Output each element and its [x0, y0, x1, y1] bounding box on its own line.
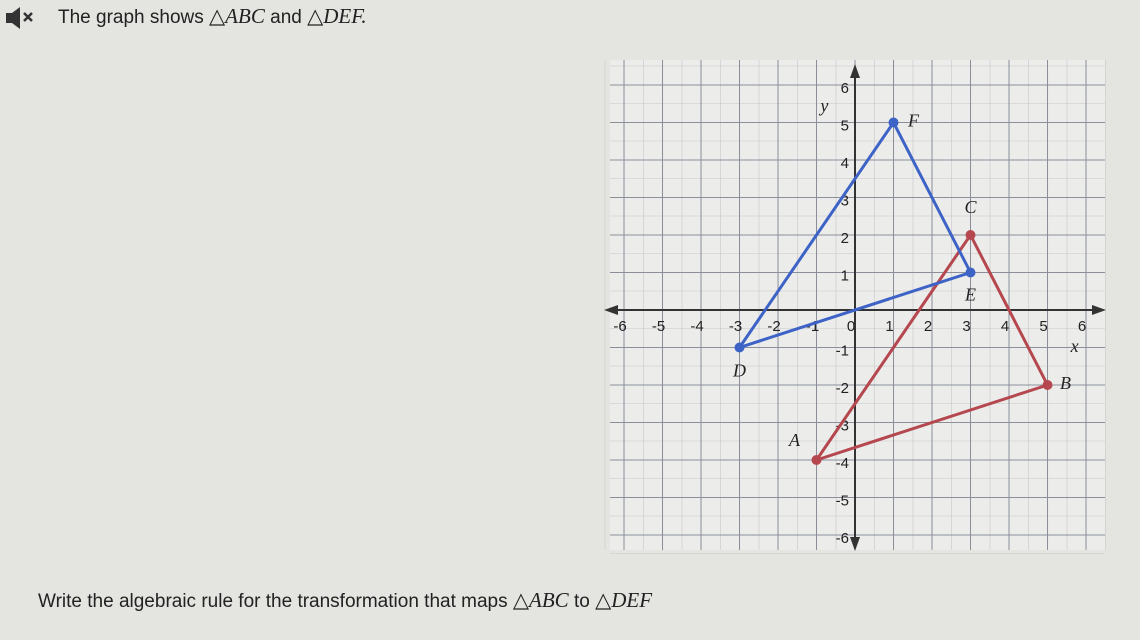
x-tick-label: 0 — [847, 318, 855, 335]
y-tick-label: -1 — [836, 342, 849, 359]
vertex-label: A — [788, 430, 801, 450]
x-tick-label: 5 — [1039, 318, 1047, 335]
arrow — [850, 537, 860, 551]
x-tick-label: 1 — [885, 318, 893, 335]
x-tick-label: -4 — [690, 318, 703, 335]
vertex-label: F — [907, 111, 920, 131]
y-tick-label: 6 — [841, 80, 849, 97]
x-tick-label: 3 — [962, 318, 970, 335]
triangle — [812, 232, 1050, 463]
speaker-icon[interactable] — [6, 7, 33, 29]
vertex — [811, 455, 822, 465]
plot-area — [610, 60, 1105, 550]
x-tick-label: -5 — [652, 318, 665, 335]
math: △DEF. — [307, 4, 367, 28]
x-tick-label: 2 — [924, 318, 932, 335]
y-tick-label: -6 — [836, 530, 849, 547]
footer-text: to — [573, 591, 590, 612]
arrow — [604, 305, 618, 315]
arrow — [850, 64, 860, 78]
x-tick-label: 6 — [1078, 318, 1086, 335]
x-tick-label: -3 — [729, 318, 742, 335]
vertex-label: D — [732, 361, 746, 381]
vertex-label: E — [964, 285, 976, 305]
y-tick-label: -2 — [836, 380, 849, 397]
y-tick-label: 5 — [841, 117, 849, 134]
header-text: The graph shows — [58, 7, 204, 28]
vertex-label: C — [964, 197, 977, 217]
x-tick-label: 4 — [1001, 318, 1009, 335]
footer-text: Write the algebraic rule for the transfo… — [38, 591, 508, 612]
vertex — [888, 117, 899, 128]
header: The graph shows △ABC and △DEF. — [58, 4, 367, 29]
y-tick-label: 1 — [841, 267, 849, 284]
vertex-label: B — [1060, 373, 1071, 393]
footer: Write the algebraic rule for the transfo… — [38, 588, 652, 613]
vertex — [965, 230, 976, 240]
y-axis-label: y — [818, 96, 828, 116]
vertex — [734, 342, 745, 353]
x-axis-label: x — [1070, 336, 1079, 356]
triangle — [735, 119, 973, 351]
header-text: and — [270, 7, 302, 28]
math: △ABC — [209, 4, 265, 28]
y-tick-label: -5 — [836, 492, 849, 509]
y-tick-label: -4 — [836, 455, 849, 472]
vertex — [965, 267, 976, 278]
y-tick-label: -3 — [836, 417, 849, 434]
y-tick-label: 4 — [841, 155, 849, 172]
x-tick-label: -2 — [767, 318, 780, 335]
y-tick-label: 2 — [841, 230, 849, 247]
y-tick-label: 3 — [841, 192, 849, 209]
math: △DEF — [595, 588, 653, 612]
vertex — [1042, 380, 1053, 390]
x-tick-label: -6 — [613, 318, 626, 335]
arrow — [1092, 305, 1106, 315]
math: △ABC — [512, 588, 569, 612]
